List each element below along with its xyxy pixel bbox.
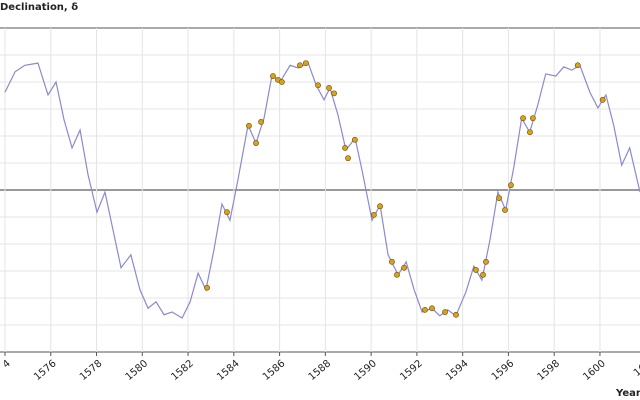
observation-marker [599, 96, 606, 103]
x-tick-label: 160 [632, 358, 640, 379]
x-tick-label: 1598 [535, 358, 562, 383]
x-tick-label: 1584 [215, 358, 242, 383]
observation-marker [389, 258, 395, 265]
observation-marker [394, 271, 400, 278]
observation-marker [342, 144, 348, 151]
observation-marker [303, 60, 309, 66]
x-tick-label: 1576 [32, 358, 59, 383]
x-tick-label: 1592 [398, 358, 425, 383]
observation-marker [473, 267, 479, 273]
observation-marker [429, 305, 435, 312]
observation-marker [278, 79, 285, 85]
observation-marker [530, 115, 536, 122]
x-tick-label: 1590 [352, 358, 379, 383]
observation-marker [246, 122, 252, 129]
observation-marker [258, 119, 264, 125]
observation-marker [520, 115, 526, 122]
y-axis-title: Declination, δ [0, 2, 78, 13]
x-tick-label: 1580 [124, 358, 151, 383]
x-tick-label: 1586 [261, 358, 288, 383]
observation-marker [508, 182, 514, 189]
x-tick-label: 1594 [444, 358, 471, 383]
x-axis-title: Year [615, 388, 640, 399]
observation-marker [422, 306, 428, 313]
x-tick-label: 1588 [307, 358, 334, 383]
x-tick-label: 1596 [490, 358, 517, 383]
observation-marker [345, 155, 351, 162]
observation-marker [496, 195, 502, 201]
observation-marker [377, 203, 383, 210]
observation-marker [442, 309, 448, 315]
observation-marker [270, 73, 276, 79]
observation-marker [331, 90, 337, 97]
observation-marker [480, 271, 486, 278]
observation-marker [401, 264, 407, 271]
declination-line [4, 62, 640, 319]
observation-marker [527, 129, 533, 136]
observation-marker [483, 258, 489, 265]
x-tick-label: 1582 [169, 358, 196, 383]
x-tick-label: 1578 [78, 358, 105, 383]
observation-marker [574, 62, 581, 69]
observation-marker [315, 82, 321, 89]
observation-marker [204, 284, 210, 291]
observation-marker [224, 209, 230, 216]
observation-marker [370, 211, 377, 218]
observation-marker [453, 311, 459, 318]
observation-marker [502, 207, 508, 213]
observation-marker [297, 62, 303, 69]
x-tick-label: 4 [1, 358, 13, 371]
observation-marker [351, 136, 358, 143]
observation-marker [326, 85, 332, 91]
observation-marker [253, 140, 259, 146]
x-tick-label: 1600 [581, 358, 608, 383]
